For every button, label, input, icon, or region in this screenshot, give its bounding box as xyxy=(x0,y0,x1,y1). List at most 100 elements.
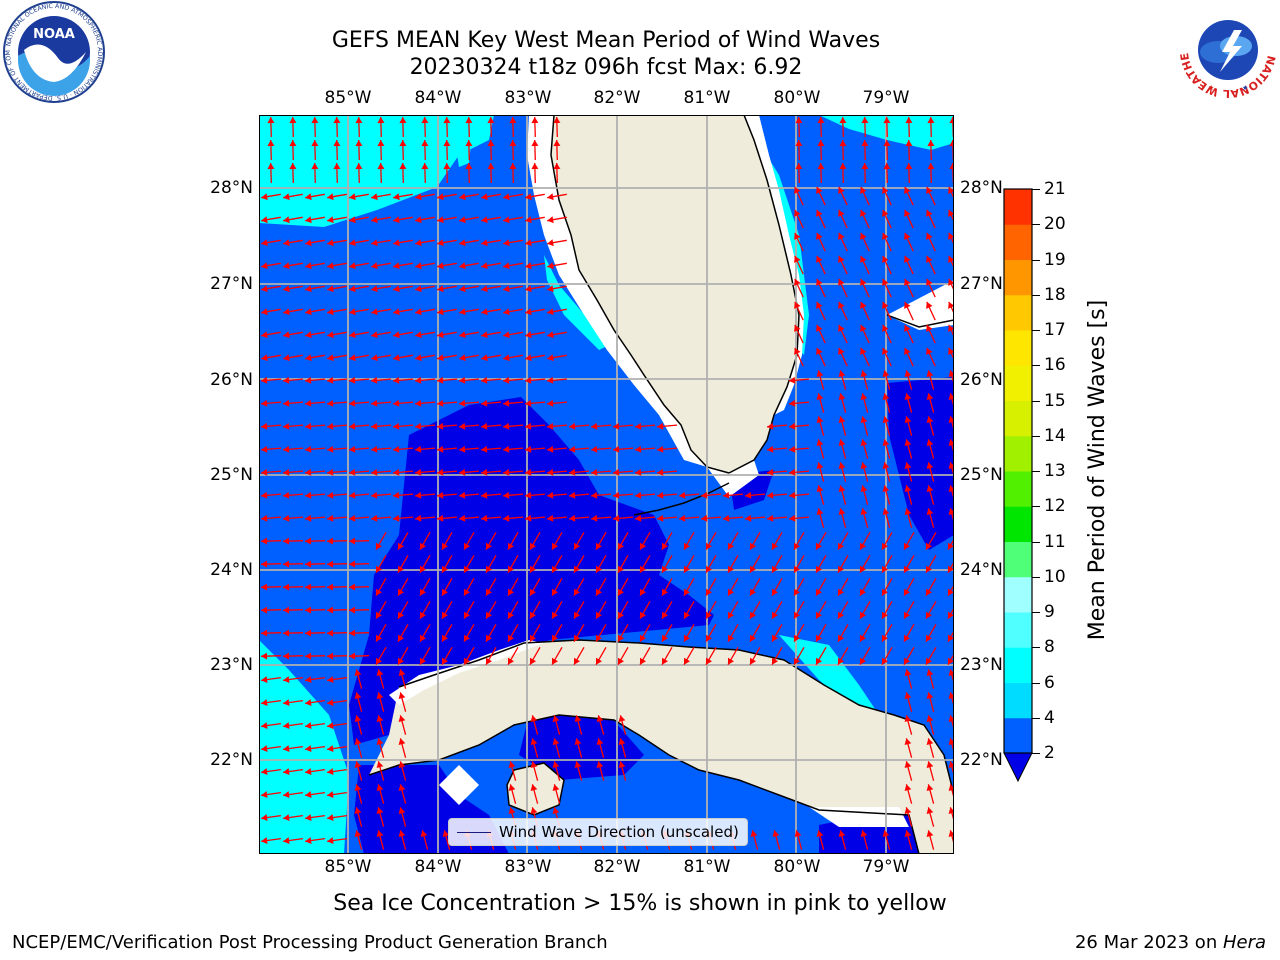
wave-direction-arrow xyxy=(750,830,759,850)
wave-direction-arrow xyxy=(509,139,517,161)
wave-direction-arrow xyxy=(904,255,914,275)
wave-direction-arrow xyxy=(481,354,501,362)
wave-direction-arrow xyxy=(661,554,673,574)
wave-direction-arrow xyxy=(882,278,892,298)
wave-direction-arrow xyxy=(502,422,524,430)
wave-direction-arrow xyxy=(568,514,590,522)
legend-line-swatch xyxy=(457,831,491,833)
wave-direction-arrow xyxy=(348,629,370,637)
wave-direction-arrow xyxy=(795,116,803,138)
wave-direction-arrow xyxy=(327,837,347,844)
wave-direction-arrow xyxy=(683,646,695,666)
colorbar-tick-mark xyxy=(1032,753,1040,754)
wave-direction-arrow xyxy=(354,807,363,827)
wave-direction-arrow xyxy=(530,761,539,781)
wave-direction-arrow xyxy=(838,186,848,206)
wave-direction-arrow xyxy=(881,554,893,574)
wave-direction-arrow xyxy=(348,606,370,614)
wave-direction-arrow xyxy=(705,600,717,620)
wave-direction-arrow xyxy=(392,376,414,384)
wave-direction-arrow xyxy=(882,324,892,344)
wave-direction-arrow xyxy=(882,508,891,528)
wave-direction-arrow xyxy=(524,376,546,384)
colorbar-band xyxy=(1004,365,1032,401)
wave-direction-arrow xyxy=(617,531,629,551)
wave-direction-arrow xyxy=(260,537,282,545)
wave-direction-arrow xyxy=(503,262,523,270)
wave-direction-arrow xyxy=(503,308,523,316)
wave-direction-arrow xyxy=(463,623,475,643)
wave-direction-arrow xyxy=(376,761,385,781)
wave-direction-arrow xyxy=(661,577,673,597)
wave-direction-arrow xyxy=(267,116,275,138)
wave-direction-arrow xyxy=(529,554,541,574)
wave-direction-arrow xyxy=(419,531,431,551)
wave-direction-arrow xyxy=(838,416,847,436)
wave-direction-arrow xyxy=(926,485,935,505)
colorbar-tick-mark xyxy=(1032,576,1040,578)
coastline-florida-west xyxy=(550,115,730,474)
wave-direction-arrow xyxy=(311,139,319,161)
wave-direction-arrow xyxy=(617,554,629,574)
colorbar-band xyxy=(1004,259,1032,296)
coastline-keys xyxy=(633,482,730,516)
wave-direction-arrow xyxy=(881,577,893,597)
lon-label-top: 82°W xyxy=(593,88,641,108)
wave-direction-arrow xyxy=(282,491,304,499)
colorbar-tick-label: 13 xyxy=(1044,461,1066,481)
colorbar-tick-label: 16 xyxy=(1044,355,1066,376)
wave-direction-arrow xyxy=(503,239,523,247)
wave-direction-arrow xyxy=(568,445,590,453)
wave-direction-arrow xyxy=(881,623,893,643)
lon-label-bottom: 85°W xyxy=(324,857,372,877)
wave-direction-arrow xyxy=(794,255,804,275)
wave-direction-arrow xyxy=(436,376,458,384)
wave-direction-arrow xyxy=(883,139,891,161)
wave-direction-arrow xyxy=(859,623,871,643)
wave-direction-arrow xyxy=(634,422,656,430)
wave-direction-arrow xyxy=(816,232,826,252)
wave-direction-arrow xyxy=(393,262,413,270)
wave-direction-arrow xyxy=(260,468,282,476)
wave-direction-arrow xyxy=(524,422,546,430)
wave-direction-arrow xyxy=(927,162,935,184)
plot-title-line2: 20230324 t18z 096h fcst Max: 6.92 xyxy=(409,55,803,80)
wave-direction-arrow xyxy=(794,278,804,298)
wave-direction-arrow xyxy=(837,600,849,620)
wave-direction-arrow xyxy=(838,462,847,482)
wave-direction-arrow xyxy=(304,652,326,660)
wave-direction-arrow xyxy=(370,514,392,522)
colorbar-tick-label: 20 xyxy=(1044,214,1066,235)
wave-direction-arrow xyxy=(859,600,871,620)
wave-direction-arrow xyxy=(465,162,473,184)
noaa-logo: NATIONAL OCEANIC AND ATMOSPHERIC ADMINIS… xyxy=(2,0,105,103)
wave-direction-arrow xyxy=(436,422,458,430)
wave-direction-arrow xyxy=(458,514,480,522)
wave-direction-arrow xyxy=(656,468,678,476)
wave-direction-arrow xyxy=(882,209,892,229)
wave-direction-arrow xyxy=(414,468,436,476)
wave-direction-arrow xyxy=(838,485,847,505)
wave-direction-arrow xyxy=(441,600,453,620)
wave-direction-arrow xyxy=(678,514,700,522)
wave-direction-arrow xyxy=(397,554,409,574)
wave-direction-arrow xyxy=(327,285,347,293)
wave-direction-arrow xyxy=(722,491,744,499)
wave-direction-arrow xyxy=(283,722,303,729)
wave-direction-arrow xyxy=(283,768,303,775)
colorbar-tick-label: 17 xyxy=(1044,320,1066,340)
wave-direction-arrow xyxy=(905,139,913,161)
wave-direction-arrow xyxy=(354,692,363,712)
wave-direction-arrow xyxy=(508,761,517,781)
wave-direction-arrow xyxy=(326,560,348,568)
coastline-bahamas xyxy=(886,314,954,328)
wave-direction-arrow xyxy=(661,600,673,620)
wave-direction-arrow xyxy=(838,209,848,229)
wave-direction-arrow xyxy=(414,491,436,499)
wave-direction-arrow xyxy=(656,422,678,430)
wave-direction-arrow xyxy=(283,216,303,224)
wave-direction-arrow xyxy=(415,285,435,293)
wave-direction-arrow xyxy=(837,577,849,597)
white-diamond xyxy=(439,765,479,805)
wave-direction-arrow xyxy=(326,399,348,407)
